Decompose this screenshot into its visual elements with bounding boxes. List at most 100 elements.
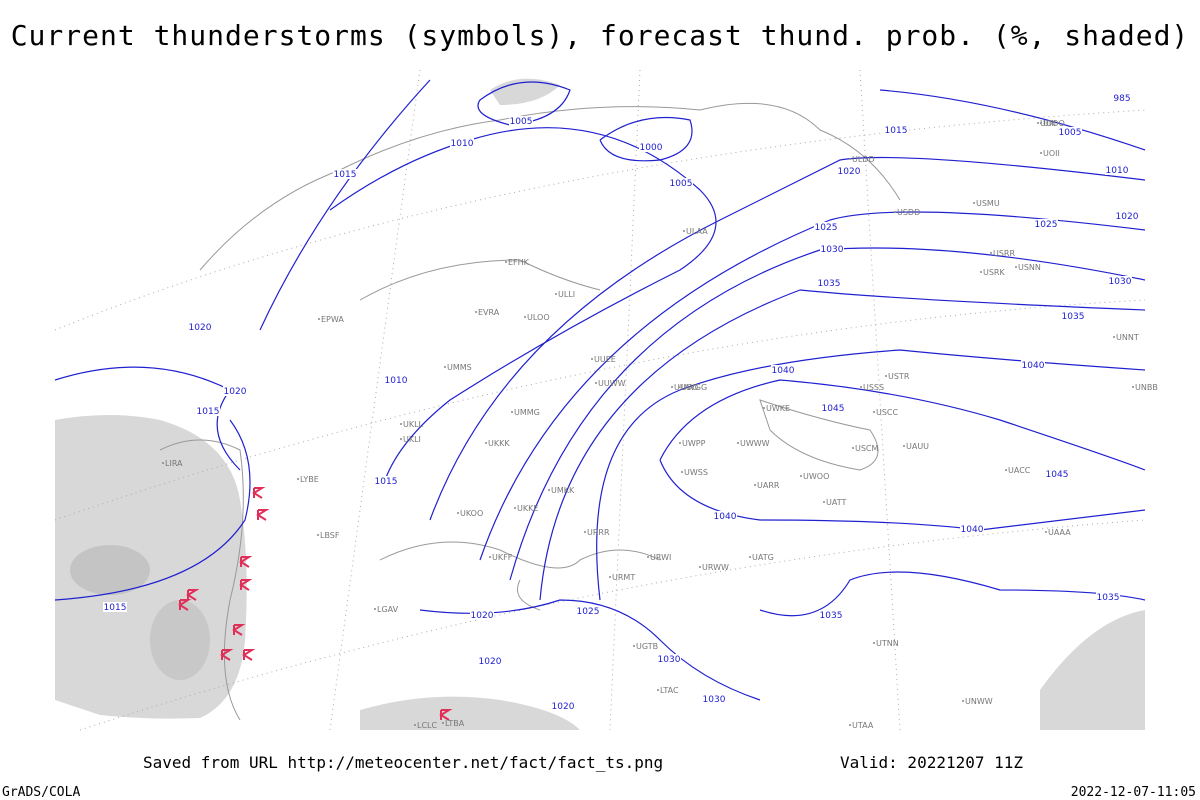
isobar-label: 1045 <box>1046 470 1069 480</box>
isobar-label: 1015 <box>334 170 357 180</box>
station-dot <box>591 358 593 360</box>
station-label: UATT <box>826 498 846 507</box>
isobar-label: 1010 <box>385 376 408 386</box>
station-label: UKLI <box>403 435 421 444</box>
station-label: UKLL <box>403 420 424 429</box>
station-label: UUWW <box>598 379 626 388</box>
station-dot <box>609 576 611 578</box>
valid-time: Valid: 20221207 11Z <box>840 753 1023 772</box>
station-label: UMKK <box>551 486 575 495</box>
isobar-label: 1005 <box>1059 128 1082 138</box>
station-label: USMU <box>976 199 1000 208</box>
station-dot <box>679 442 681 444</box>
station-label: UAUU <box>906 442 929 451</box>
isobar-label-bg <box>713 511 737 521</box>
station-dot <box>1113 336 1115 338</box>
station-label: UMMG <box>514 408 540 417</box>
station-label: UWKE <box>766 404 790 413</box>
station-label: UTAA <box>852 721 874 730</box>
isobar-labels: 1005 1010 1000 1005 1015 1015 1020 1025 1030 1035… <box>103 93 1139 712</box>
station-labels: ULAA EFHK ULLI EVRA ULOO UMMS UMMG UKLL UKLI UKKK… <box>162 119 1158 730</box>
station-dot <box>1045 531 1047 533</box>
isobar-label-bg <box>551 701 575 711</box>
station-label: USCC <box>876 408 899 417</box>
station-dot <box>657 689 659 691</box>
isobar-label: 1015 <box>104 603 127 613</box>
station-dot <box>903 445 905 447</box>
station-dot <box>683 230 685 232</box>
station-dot <box>823 501 825 503</box>
station-label: UAAA <box>1048 528 1071 537</box>
station-dot <box>737 442 739 444</box>
station-dot <box>885 375 887 377</box>
station-label: USTR <box>888 372 910 381</box>
isobar-label-bg <box>639 142 663 152</box>
station-label: LYBE <box>300 475 319 484</box>
isobar-label-bg <box>478 656 502 666</box>
coastlines <box>159 102 901 721</box>
station-label: LCLC <box>417 721 438 730</box>
station-label: ULLI <box>558 290 575 299</box>
station-label: UWWW <box>740 439 770 448</box>
station-label: UARR <box>757 481 780 490</box>
isobar-label-bg <box>509 116 533 126</box>
isobar-label: 1015 <box>885 126 908 136</box>
station-label: UNNT <box>1116 333 1139 342</box>
station-label: LTBA <box>445 719 465 728</box>
station-label: EVRA <box>478 308 500 317</box>
station-label: UWGG <box>681 383 707 392</box>
title: Current thunderstorms (symbols), forecas… <box>11 19 1190 52</box>
isobar-label: 1040 <box>714 512 737 522</box>
station-dot <box>749 556 751 558</box>
station-label: ULDD <box>852 155 875 164</box>
isobar-label-bg <box>1108 276 1132 286</box>
isobar-label: 1040 <box>961 525 984 535</box>
station-label: USNN <box>1018 263 1041 272</box>
station-dot <box>873 642 875 644</box>
isobar-label: 1025 <box>577 607 600 617</box>
isobar-label: 1020 <box>189 323 212 333</box>
isobar-label: 1015 <box>375 477 398 487</box>
station-dot <box>457 512 459 514</box>
station-label: UTNN <box>876 639 899 648</box>
station-label: ULAA <box>686 227 708 236</box>
isobar-label-bg <box>657 654 681 664</box>
station-label: USCM <box>855 444 879 453</box>
station-dot <box>400 423 402 425</box>
station-dot <box>374 608 376 610</box>
station-dot <box>514 507 516 509</box>
isobar-label-bg <box>884 125 908 135</box>
isobar-label-bg <box>960 524 984 534</box>
station-dot <box>671 386 673 388</box>
isobar-label: 1035 <box>1062 312 1085 322</box>
station-dot <box>800 475 802 477</box>
station-dot <box>1037 122 1039 124</box>
station-label: URMT <box>612 573 635 582</box>
station-label: LTAC <box>660 686 679 695</box>
station-dot <box>962 700 964 702</box>
station-label: LBSF <box>320 531 340 540</box>
isobar-label-bg <box>576 606 600 616</box>
station-dot <box>860 386 862 388</box>
isobar-label-bg <box>470 610 494 620</box>
isobar-label: 1035 <box>820 611 843 621</box>
source-url: Saved from URL http://meteocenter.net/fa… <box>143 753 663 772</box>
station-label: ULOO <box>527 313 550 322</box>
isobar-label: 1005 <box>670 179 693 189</box>
isobar-label: 1035 <box>1097 593 1120 603</box>
station-label: USRR <box>993 249 1015 258</box>
shaded-probability <box>55 78 1145 730</box>
isobar-label-bg <box>771 365 795 375</box>
station-label: UWPP <box>682 439 706 448</box>
isobar-label-bg <box>1110 93 1134 103</box>
station-label: UNWW <box>965 697 993 706</box>
map-area: 1005 1010 1000 1005 1015 1015 1020 1025 1030 1035… <box>54 69 1158 731</box>
isobar-label-bg <box>1096 592 1120 602</box>
isobar-label: 1030 <box>703 695 726 705</box>
station-label: USRK <box>983 268 1005 277</box>
station-label: UOII <box>1043 149 1060 158</box>
isobar-label-bg <box>669 178 693 188</box>
station-label: UGTB <box>636 642 658 651</box>
station-dot <box>555 293 557 295</box>
station-dot <box>849 158 851 160</box>
